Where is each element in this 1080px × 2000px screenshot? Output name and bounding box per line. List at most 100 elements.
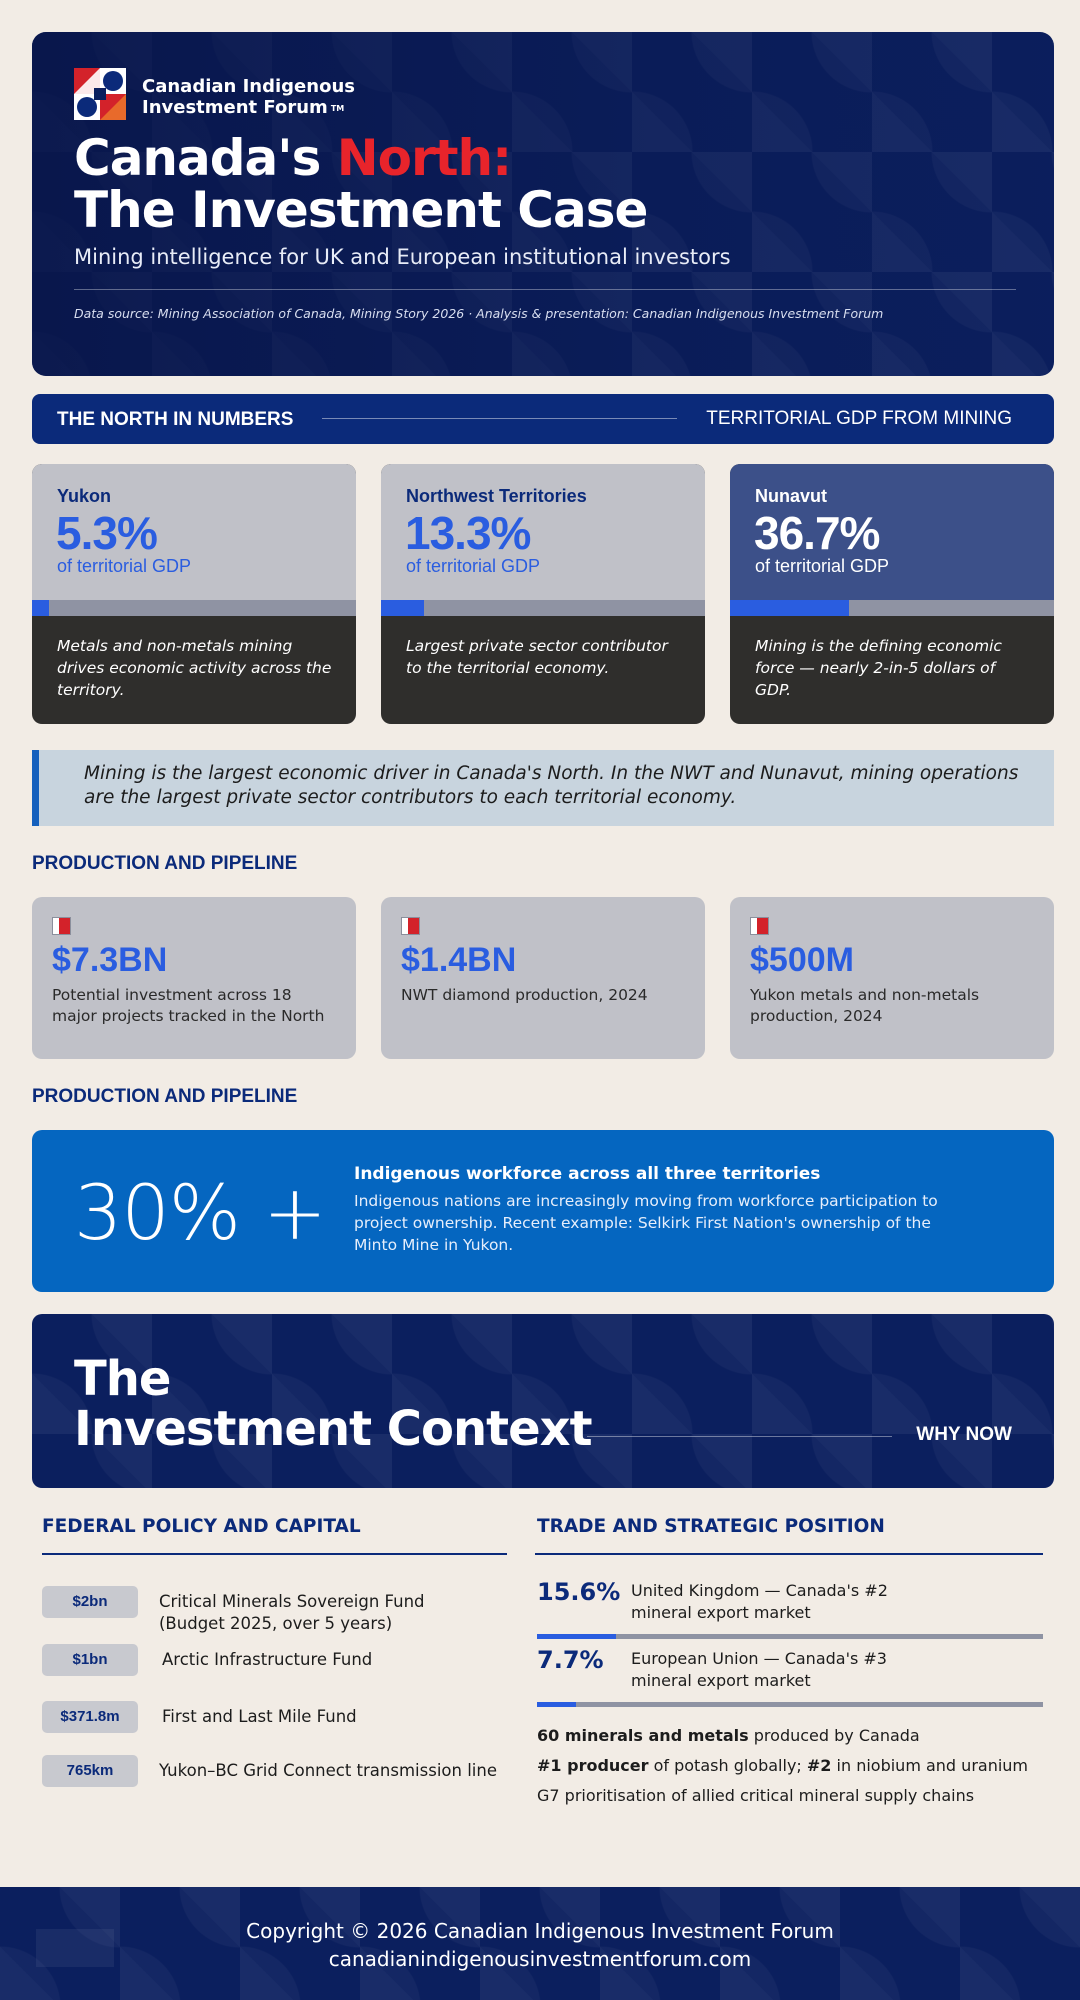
- federal-item-label: Yukon–BC Grid Connect transmission line: [159, 1761, 497, 1780]
- gdp-share-bar: [730, 600, 1054, 616]
- workforce-title: Indigenous workforce across all three te…: [354, 1164, 821, 1184]
- gdp-card-header: Yukon 5.3% of territorial GDP: [32, 464, 356, 600]
- gdp-description: Largest private sector contributor to th…: [406, 637, 668, 677]
- pipeline-value: $1.4BN: [401, 941, 517, 979]
- gdp-card-header: Nunavut 36.7% of territorial GDP: [730, 464, 1054, 600]
- gdp-share-fill: [32, 600, 50, 616]
- north-numbers-title: THE NORTH IN NUMBERS: [57, 409, 294, 430]
- pipeline-description: NWT diamond production, 2024: [401, 986, 648, 1004]
- pipeline-card: $500M Yukon metals and non-metals produc…: [730, 897, 1054, 1059]
- context-divider: [587, 1436, 892, 1437]
- gdp-card-yukon: Yukon 5.3% of territorial GDP Metals and…: [32, 464, 356, 724]
- why-now-label: WHY NOW: [916, 1424, 1012, 1445]
- gdp-share-fill: [381, 600, 425, 616]
- amount-badge: $371.8m: [42, 1701, 138, 1733]
- trade-label: European Union — Canada's #3 mineral exp…: [631, 1648, 887, 1692]
- trade-label-line2: mineral export market: [631, 1603, 811, 1622]
- workforce-stat: 30% +: [74, 1168, 327, 1257]
- investment-context-title: The Investment Context: [74, 1351, 593, 1457]
- gdp-description: Mining is the defining economic force — …: [755, 637, 1002, 699]
- gdp-card-header: Northwest Territories 13.3% of territori…: [381, 464, 705, 600]
- federal-item-label: First and Last Mile Fund: [162, 1707, 357, 1726]
- hero-banner: Canadian Indigenous Investment Forum TM C…: [32, 32, 1054, 376]
- hero-divider: [74, 289, 1016, 290]
- gdp-unit: of territorial GDP: [57, 556, 192, 576]
- fact-producer-bold1: #1 producer: [537, 1756, 649, 1775]
- pipeline-card: $1.4BN NWT diamond production, 2024: [381, 897, 705, 1059]
- website-link[interactable]: canadianindigenousinvestmentforum.com: [328, 1947, 752, 1971]
- fact-producer-mid: of potash globally;: [648, 1756, 807, 1775]
- amount-badge: 765km: [42, 1755, 138, 1787]
- footer-decoration: [36, 1929, 114, 1967]
- trade-value: 7.7%: [537, 1646, 604, 1674]
- trade-value: 15.6%: [537, 1578, 621, 1606]
- copyright-text: Copyright © 2026 Canadian Indigenous Inv…: [246, 1919, 834, 1943]
- amount-badge: $2bn: [42, 1586, 138, 1618]
- investment-context-banner: The Investment Context WHY NOW: [32, 1314, 1054, 1488]
- workforce-description: Indigenous nations are increasingly movi…: [354, 1192, 938, 1254]
- federal-item-label-line1: Critical Minerals Sovereign Fund: [159, 1592, 425, 1611]
- gdp-unit: of territorial GDP: [406, 556, 541, 576]
- trade-label-line1: United Kingdom — Canada's #2: [631, 1581, 888, 1600]
- context-title-line2: Investment Context: [74, 1401, 593, 1457]
- pipeline-card: $7.3BN Potential investment across 18 ma…: [32, 897, 356, 1059]
- trade-label-line2: mineral export market: [631, 1671, 811, 1690]
- gdp-card-nwt: Northwest Territories 13.3% of territori…: [381, 464, 705, 724]
- gdp-card-nunavut: Nunavut 36.7% of territorial GDP Mining …: [730, 464, 1054, 724]
- fact-producer-bold2: #2: [806, 1756, 832, 1775]
- federal-item-label: Critical Minerals Sovereign Fund (Budget…: [159, 1591, 425, 1635]
- indigenous-workforce-panel: 30% + Indigenous workforce across all th…: [32, 1130, 1054, 1292]
- fact-minerals-rest: produced by Canada: [748, 1726, 920, 1745]
- pipeline-value: $7.3BN: [52, 941, 168, 979]
- gdp-value: 36.7%: [754, 507, 880, 559]
- workforce-heading: PRODUCTION AND PIPELINE: [32, 1086, 298, 1107]
- fact-g7: G7 prioritisation of allied critical min…: [537, 1786, 975, 1805]
- trademark-mark: TM: [330, 103, 345, 113]
- canada-flag-icon: [401, 917, 420, 935]
- gdp-description: Metals and non-metals mining drives econ…: [57, 637, 332, 699]
- trade-share-bar: [537, 1634, 1043, 1639]
- north-numbers-divider: [322, 418, 677, 419]
- title-line2: The Investment Case: [74, 181, 648, 239]
- gdp-share-bar: [381, 600, 705, 616]
- trade-position-heading: TRADE AND STRATEGIC POSITION: [537, 1516, 885, 1537]
- forum-logo-icon: [74, 68, 126, 120]
- federal-item-label-line2: (Budget 2025, over 5 years): [159, 1614, 393, 1633]
- page-title: Canada's North: The Investment Case: [74, 129, 648, 239]
- pipeline-value: $500M: [750, 941, 854, 979]
- trade-share-fill: [537, 1702, 576, 1707]
- fact-producer-rest: in niobium and uranium: [831, 1756, 1029, 1775]
- page-subtitle: Mining intelligence for UK and European …: [74, 245, 731, 269]
- trade-share-fill: [537, 1634, 616, 1639]
- territory-name: Yukon: [57, 486, 112, 506]
- data-source-note: Data source: Mining Association of Canad…: [74, 306, 884, 321]
- federal-item-label: Arctic Infrastructure Fund: [162, 1650, 373, 1669]
- context-title-line1: The: [74, 1351, 171, 1407]
- title-part1: Canada's: [74, 129, 337, 187]
- page-footer: Copyright © 2026 Canadian Indigenous Inv…: [0, 1887, 1080, 2000]
- gdp-share-fill: [730, 600, 849, 616]
- hero-overlay: [32, 32, 1054, 376]
- fact-minerals-bold: 60 minerals and metals: [537, 1726, 749, 1745]
- gdp-value: 13.3%: [405, 507, 531, 559]
- canada-flag-icon: [52, 917, 71, 935]
- gdp-share-bar: [32, 600, 356, 616]
- org-name-line1: Canadian Indigenous: [142, 76, 355, 97]
- amount-badge: $1bn: [42, 1644, 138, 1676]
- trade-label-line1: European Union — Canada's #3: [631, 1649, 887, 1668]
- pipeline-description: Potential investment across 18 major pro…: [52, 986, 325, 1025]
- org-name-line2: Investment Forum: [142, 97, 328, 118]
- pipeline-heading: PRODUCTION AND PIPELINE: [32, 853, 298, 874]
- gdp-value: 5.3%: [56, 507, 158, 559]
- territory-name: Nunavut: [755, 486, 827, 506]
- north-economy-callout: Mining is the largest economic driver in…: [32, 750, 1054, 826]
- territorial-gdp-label: TERRITORIAL GDP FROM MINING: [706, 408, 1012, 429]
- fact-producer: #1 producer of potash globally; #2 in ni…: [537, 1756, 1047, 1775]
- federal-policy-divider: [42, 1553, 507, 1555]
- pipeline-description: Yukon metals and non-metals production, …: [750, 986, 980, 1025]
- callout-text: Mining is the largest economic driver in…: [84, 763, 1019, 808]
- title-accent: North:: [336, 129, 512, 187]
- fact-minerals: 60 minerals and metals produced by Canad…: [537, 1726, 1047, 1745]
- federal-policy-heading: FEDERAL POLICY AND CAPITAL: [42, 1516, 361, 1537]
- trade-position-divider: [535, 1553, 1043, 1555]
